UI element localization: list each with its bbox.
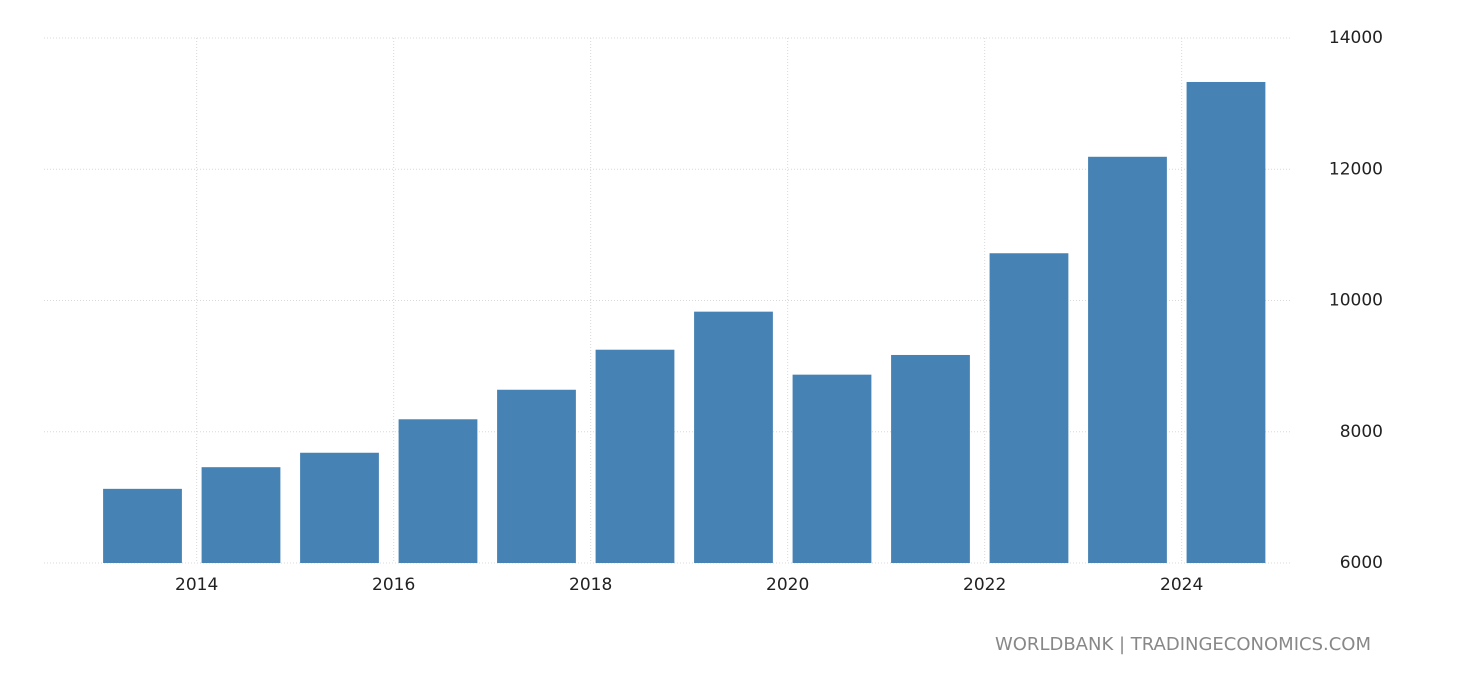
y-tick-label: 10000 — [1329, 291, 1383, 311]
bar — [300, 452, 379, 563]
bar — [398, 419, 478, 563]
bar — [694, 311, 773, 563]
bar — [201, 467, 281, 563]
bar — [1088, 156, 1167, 563]
x-tick-label: 2024 — [1160, 575, 1203, 595]
x-tick-label: 2018 — [569, 575, 612, 595]
bar — [1186, 81, 1266, 563]
bar — [497, 389, 576, 563]
y-tick-label: 6000 — [1340, 553, 1383, 573]
bar — [792, 374, 872, 563]
y-tick-label: 14000 — [1329, 28, 1383, 48]
x-tick-label: 2014 — [175, 575, 218, 595]
x-tick-label: 2022 — [963, 575, 1006, 595]
y-tick-label: 12000 — [1329, 159, 1383, 179]
y-tick-label: 8000 — [1340, 422, 1383, 442]
bar — [891, 354, 970, 563]
x-tick-label: 2016 — [372, 575, 415, 595]
bar — [103, 488, 182, 563]
bar — [595, 349, 675, 563]
bar — [989, 253, 1069, 563]
source: WORLDBANK | TRADINGECONOMICS.COM — [995, 634, 1371, 655]
x-tick-label: 2020 — [766, 575, 809, 595]
